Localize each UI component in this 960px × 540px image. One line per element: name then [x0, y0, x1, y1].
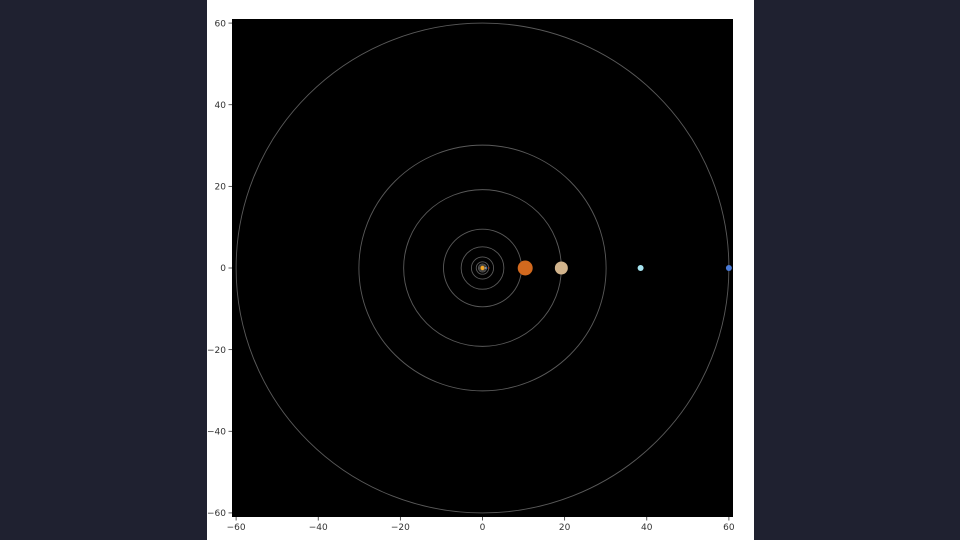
body-point-3	[485, 267, 488, 269]
orbit-ring-4	[470, 256, 495, 280]
x-tick-label-2: −20	[391, 523, 410, 533]
x-tick-label-1: −40	[309, 523, 328, 533]
body-point-4	[488, 267, 490, 269]
x-tick-label-3: 0	[480, 523, 486, 533]
y-tick-label-3: 0	[220, 264, 226, 274]
x-tick-label-5: 40	[641, 523, 653, 533]
body-point-8	[725, 265, 732, 271]
orbit-ring-5	[460, 246, 505, 290]
body-point-5	[517, 260, 533, 276]
x-tick-label-0: −60	[227, 523, 246, 533]
y-tick-label-1: −40	[207, 427, 226, 437]
body-point-0	[480, 265, 485, 271]
y-tick-label-4: 20	[215, 183, 227, 193]
orbit-ring-8	[358, 144, 607, 392]
orbit-chart: −60 −40 −20 0 20 40 60 −60 −40 −20 0 20 40 60	[207, 19, 735, 533]
body-point-7	[637, 265, 644, 271]
body-point-2	[484, 267, 487, 269]
x-tick-label-6: 60	[723, 523, 735, 533]
y-tick-label-5: 40	[215, 101, 227, 111]
y-tick-label-0: −60	[207, 509, 226, 519]
y-tick-label-6: 60	[215, 19, 227, 29]
body-point-1	[483, 267, 485, 269]
y-tick-label-2: −20	[207, 346, 226, 356]
figure: −60 −40 −20 0 20 40 60 −60 −40 −20 0 20 40 60	[207, 0, 754, 540]
body-point-6	[554, 261, 568, 275]
x-tick-label-4: 20	[559, 523, 571, 533]
